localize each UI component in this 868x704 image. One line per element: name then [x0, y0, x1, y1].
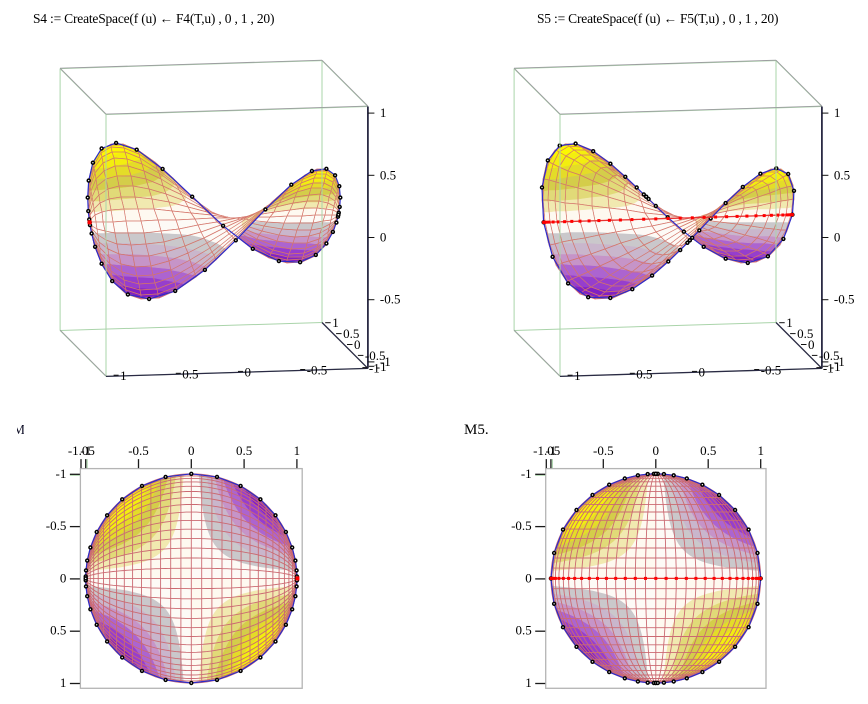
svg-text:0: 0 — [808, 337, 815, 352]
svg-text:0: 0 — [245, 364, 252, 379]
svg-text:0.5: 0.5 — [515, 623, 531, 638]
svg-text:-0.5: -0.5 — [46, 518, 67, 533]
svg-text:S5 := CreateSpace(f (u) ← F5(T: S5 := CreateSpace(f (u) ← F5(T,u) , 0 , … — [537, 11, 778, 26]
svg-text:1: 1 — [786, 315, 793, 330]
svg-text:0.5: 0.5 — [700, 443, 716, 458]
svg-text:-1.05: -1.05 — [533, 443, 560, 458]
svg-text:1: 1 — [525, 675, 532, 690]
svg-text:1: 1 — [294, 443, 301, 458]
svg-text:-0.5: -0.5 — [761, 363, 782, 378]
svg-text:1: 1 — [834, 105, 841, 120]
svg-text:1: 1 — [332, 315, 339, 330]
svg-text:0.5: 0.5 — [236, 443, 252, 458]
svg-text:0: 0 — [834, 230, 841, 245]
svg-text:0: 0 — [60, 570, 67, 585]
svg-text:-1: -1 — [521, 466, 532, 481]
svg-text:0.5: 0.5 — [380, 167, 396, 182]
svg-text:-0.5: -0.5 — [307, 363, 328, 378]
svg-text:1: 1 — [120, 368, 127, 383]
svg-text:0: 0 — [653, 443, 660, 458]
svg-text:-1.05: -1.05 — [68, 443, 95, 458]
svg-text:-0.5: -0.5 — [834, 292, 855, 307]
svg-text:-1: -1 — [80, 443, 91, 458]
svg-text:1: 1 — [60, 675, 67, 690]
svg-text:0.5: 0.5 — [182, 366, 198, 381]
svg-text:1: 1 — [380, 105, 387, 120]
svg-text:M5.: M5. — [464, 422, 489, 438]
svg-text:0.5: 0.5 — [797, 326, 813, 341]
svg-text:-1: -1 — [545, 443, 556, 458]
svg-text:1: 1 — [757, 443, 764, 458]
svg-text:S4 := CreateSpace(f (u) ← F4(T: S4 := CreateSpace(f (u) ← F4(T,u) , 0 , … — [33, 11, 274, 26]
svg-text:-1: -1 — [376, 359, 387, 374]
svg-text:-0.5: -0.5 — [128, 443, 149, 458]
svg-text:0: 0 — [380, 230, 387, 245]
svg-text:-1: -1 — [823, 361, 834, 376]
svg-text:-0.5: -0.5 — [593, 443, 614, 458]
svg-text:0.5: 0.5 — [50, 623, 66, 638]
svg-text:1: 1 — [574, 368, 581, 383]
svg-text:0.5: 0.5 — [636, 366, 652, 381]
svg-text:M4: M4 — [13, 422, 32, 437]
svg-text:0: 0 — [699, 364, 706, 379]
svg-text:0: 0 — [188, 443, 195, 458]
svg-text:0.5: 0.5 — [834, 167, 850, 182]
svg-text:-1: -1 — [380, 354, 391, 369]
svg-text:-1: -1 — [834, 354, 845, 369]
svg-text:-1: -1 — [369, 361, 380, 376]
svg-text:-1: -1 — [830, 359, 841, 374]
svg-text:0: 0 — [354, 337, 361, 352]
svg-text:-1: -1 — [56, 466, 67, 481]
svg-text:-0.5: -0.5 — [380, 292, 401, 307]
svg-text:0.5: 0.5 — [343, 326, 359, 341]
svg-text:0: 0 — [525, 570, 532, 585]
svg-text:-0.5: -0.5 — [365, 348, 386, 363]
svg-text:-0.5: -0.5 — [819, 348, 840, 363]
svg-text:-0.5: -0.5 — [511, 518, 532, 533]
